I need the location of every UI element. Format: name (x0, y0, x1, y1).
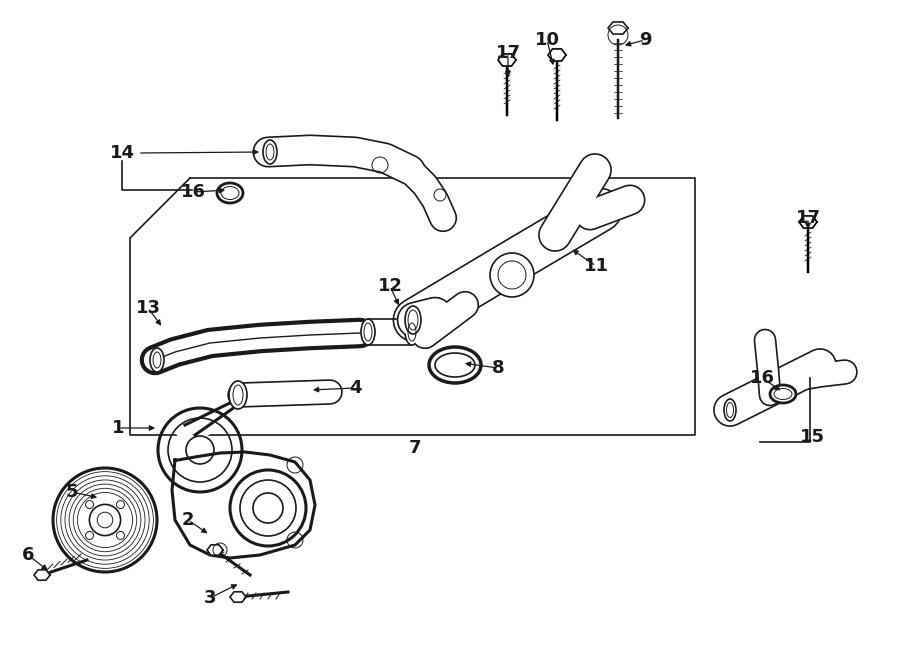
Ellipse shape (263, 140, 277, 164)
Polygon shape (230, 592, 246, 602)
Text: 11: 11 (583, 257, 608, 275)
Ellipse shape (361, 319, 375, 345)
Polygon shape (608, 22, 628, 34)
Circle shape (89, 504, 121, 536)
Text: 8: 8 (491, 359, 504, 377)
Polygon shape (548, 49, 566, 61)
Text: 7: 7 (409, 439, 421, 457)
Ellipse shape (229, 381, 247, 409)
Text: 16: 16 (181, 183, 205, 201)
Polygon shape (498, 54, 516, 66)
Ellipse shape (405, 319, 419, 345)
Text: 5: 5 (66, 483, 78, 501)
Text: 2: 2 (182, 511, 194, 529)
Ellipse shape (217, 183, 243, 203)
Ellipse shape (150, 348, 164, 372)
Text: 13: 13 (136, 299, 160, 317)
Ellipse shape (724, 399, 736, 421)
Circle shape (53, 468, 157, 572)
Text: 12: 12 (377, 277, 402, 295)
Ellipse shape (770, 385, 796, 403)
Circle shape (490, 253, 534, 297)
Text: 1: 1 (112, 419, 124, 437)
Circle shape (86, 532, 94, 540)
Text: 9: 9 (639, 31, 652, 49)
Circle shape (116, 500, 124, 508)
Text: 15: 15 (799, 428, 824, 446)
Text: 16: 16 (750, 369, 775, 387)
Ellipse shape (405, 306, 421, 334)
Text: 10: 10 (535, 31, 560, 49)
Circle shape (116, 532, 124, 540)
Text: 17: 17 (796, 209, 821, 227)
Text: 4: 4 (349, 379, 361, 397)
Polygon shape (207, 545, 223, 555)
Circle shape (230, 470, 306, 546)
Text: 14: 14 (110, 144, 134, 162)
Ellipse shape (429, 347, 481, 383)
Polygon shape (34, 570, 50, 580)
Circle shape (608, 25, 628, 45)
Polygon shape (799, 216, 817, 228)
Text: 3: 3 (203, 589, 216, 607)
Text: 6: 6 (22, 546, 34, 564)
Circle shape (86, 500, 94, 508)
Text: 17: 17 (496, 44, 520, 62)
Polygon shape (172, 452, 315, 558)
